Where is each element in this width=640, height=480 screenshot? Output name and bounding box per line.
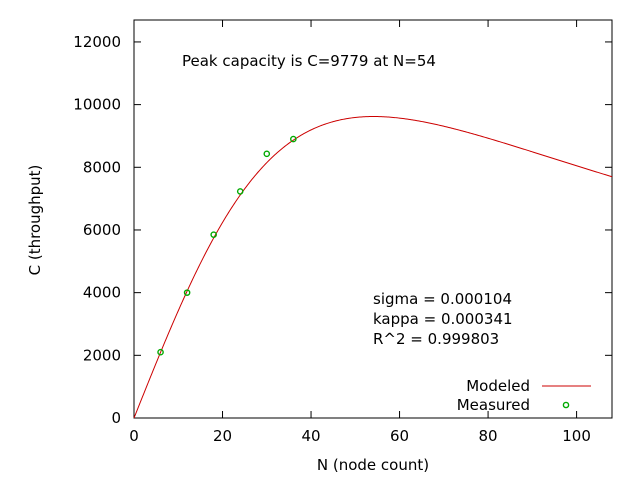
x-tick-label: 40 [301, 427, 320, 445]
legend: Modeled Measured [457, 377, 591, 414]
data-point-measured [263, 150, 271, 158]
data-point-measured [236, 188, 244, 195]
tick-labels: 0 20 40 60 80 100 0 2000 4000 6000 8000 10000 12000 [73, 33, 591, 445]
x-tick-label: 60 [390, 427, 409, 445]
legend-label-modeled: Modeled [466, 377, 530, 395]
series-line-modeled [133, 116, 613, 419]
x-tick-label: 20 [213, 427, 232, 445]
x-tick-label: 80 [479, 427, 498, 445]
y-axis-title: C (throughput) [26, 165, 44, 276]
y-tick-label: 0 [111, 409, 121, 427]
y-tick-label: 10000 [73, 96, 121, 114]
x-tick-label: 0 [129, 427, 139, 445]
annotation-r-squared: R^2 = 0.999803 [373, 330, 499, 348]
legend-label-measured: Measured [457, 396, 530, 414]
legend-swatch-measured [562, 401, 570, 409]
y-tick-label: 6000 [83, 221, 121, 239]
annotation-kappa: kappa = 0.000341 [373, 310, 513, 328]
annotation-sigma: sigma = 0.000104 [373, 290, 512, 308]
y-tick-label: 8000 [83, 158, 121, 176]
series-layer [133, 116, 613, 419]
y-tick-label: 12000 [73, 33, 121, 51]
plot-frame [133, 19, 613, 419]
data-point-measured [183, 289, 191, 296]
x-axis-title: N (node count) [317, 456, 429, 474]
axis-ticks [133, 20, 612, 419]
data-point-measured [290, 135, 297, 143]
x-tick-label: 100 [562, 427, 591, 445]
y-tick-label: 4000 [83, 284, 121, 302]
data-point-measured [157, 348, 164, 356]
annotation-peak: Peak capacity is C=9779 at N=54 [182, 52, 436, 70]
y-tick-label: 2000 [83, 346, 121, 364]
data-point-measured [210, 231, 217, 238]
